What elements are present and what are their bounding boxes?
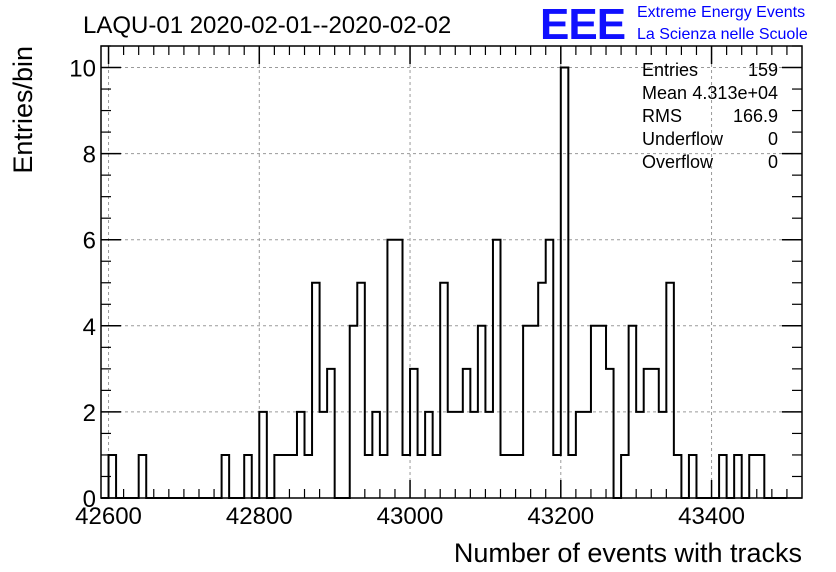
histogram-bin [274,455,282,498]
histogram-bin [380,455,388,498]
histogram-bin [320,412,328,498]
stats-mean-label: Mean [642,83,687,103]
histogram-bin [387,240,395,498]
histogram-bin [372,412,380,498]
histogram-bin [305,455,313,498]
y-tick-label: 0 [83,486,96,513]
logo-line-2: La Scienza nelle Scuole [637,26,808,43]
histogram-bin [357,283,365,498]
histogram-bin [757,455,765,498]
histogram-bin [463,369,471,498]
stats-box: Entries 159 Mean 4.313e+04 RMS 166.9 Und… [642,60,778,172]
histogram-bin [222,455,230,498]
histogram-bin [583,412,591,498]
histogram-bin [531,326,539,498]
histogram-bin [493,240,501,498]
histogram-bin [289,455,297,498]
y-tick-labels: 0 2 4 6 8 10 [69,56,96,513]
histogram-bin [689,455,697,498]
histogram-bin [259,412,267,498]
histogram-bin [485,412,493,498]
grid-lines [101,46,802,498]
stats-overflow-value: 0 [768,152,778,172]
plot-frame [100,45,803,499]
x-tick-labels: 42600 42800 43000 43200 43400 [75,503,745,530]
histogram-bin [644,369,652,498]
y-tick-label: 4 [83,314,96,341]
histogram-bin [139,455,147,498]
stats-mean-value: 4.313e+04 [692,83,778,103]
logo-mark: EEE [540,0,625,49]
chart-title: LAQU-01 2020-02-01--2020-02-02 [83,12,451,39]
histogram-outline [101,66,787,499]
logo-line-1: Extreme Energy Events [637,4,805,21]
x-axis-title: Number of events with tracks [454,538,802,568]
histogram-bin [674,455,682,498]
axis-ticks [101,45,802,499]
histogram-bin [538,283,546,498]
histogram-bin [568,455,576,498]
eee-logo: EEE Extreme Energy Events La Scienza nel… [540,0,808,49]
histogram-bin [598,326,606,498]
histogram-bin [425,412,433,498]
histogram-bin [651,369,659,498]
histogram-bin [516,455,524,498]
histogram-bin [561,68,569,498]
histogram-bin [433,455,441,498]
histogram-bin [508,455,516,498]
histogram-bin [440,283,448,498]
x-tick-label: 42800 [226,503,293,530]
histogram-bin [629,326,637,498]
histogram-bin [365,455,373,498]
histogram-bin [478,326,486,498]
histogram-bin [621,455,629,498]
stats-rms-value: 166.9 [733,106,778,126]
histogram-bin [418,455,426,498]
stats-underflow-value: 0 [768,129,778,149]
histogram-bin [403,455,411,498]
histogram-bin [455,412,463,498]
histogram-bin [312,283,320,498]
histogram-bin [395,240,403,498]
x-tick-label: 42600 [75,503,142,530]
stats-underflow-label: Underflow [642,129,724,149]
histogram-bin [350,326,358,498]
stats-entries-label: Entries [642,60,698,80]
y-axis-title: Entries/bin [8,46,38,174]
histogram-bin [591,326,599,498]
histogram-bin [500,455,508,498]
histogram-bin [282,455,290,498]
histogram-bin [576,412,584,498]
stats-overflow-label: Overflow [642,152,714,172]
y-tick-label: 10 [69,56,96,83]
histogram-bin [734,455,742,498]
x-tick-label: 43400 [678,503,745,530]
histogram-bin [523,326,531,498]
y-tick-label: 6 [83,228,96,255]
histogram-bin [327,369,335,498]
histogram-bin [749,455,757,498]
histogram-bin [244,455,252,498]
y-tick-label: 8 [83,142,96,169]
histogram-bin [659,412,667,498]
x-tick-label: 43000 [377,503,444,530]
histogram-bin [666,283,674,498]
stats-entries-value: 159 [748,60,778,80]
histogram-bin [636,412,644,498]
x-tick-label: 43200 [527,503,594,530]
histogram-bin [606,369,614,498]
histogram-bin [719,455,727,498]
stats-rms-label: RMS [642,106,682,126]
histogram-bin [546,240,554,498]
histogram-bin [470,412,478,498]
histogram-bin [410,369,418,498]
y-tick-label: 2 [83,400,96,427]
histogram-bin [297,412,305,498]
histogram-bin [553,455,561,498]
histogram-bin [448,412,456,498]
